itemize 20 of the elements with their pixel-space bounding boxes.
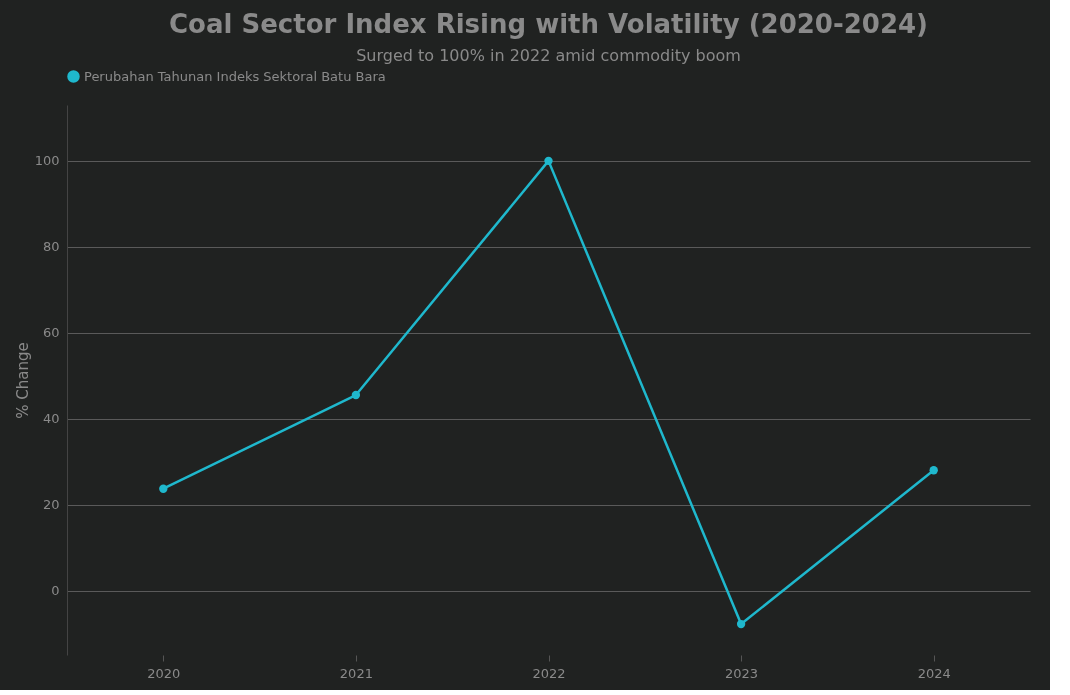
y-tick-label: 100 <box>34 153 60 169</box>
chart-title: Coal Sector Index Rising with Volatility (2020-2024) <box>169 9 928 39</box>
x-tick-label: 2023 <box>725 665 759 681</box>
x-tick-label: 2024 <box>917 665 951 681</box>
y-tick-label: 80 <box>42 239 60 255</box>
point <box>929 466 938 475</box>
y-tick-label: 20 <box>42 497 60 513</box>
point <box>159 484 168 493</box>
x-tick-label: 2022 <box>532 665 566 681</box>
y-tick-label: 0 <box>51 583 60 599</box>
y-axis-title: % Change <box>13 342 32 419</box>
chart-subtitle: Surged to 100% in 2022 amid commodity boom <box>356 46 741 65</box>
y-tick-label: 60 <box>42 325 60 341</box>
point <box>544 156 553 166</box>
legend-label: Perubahan Tahunan Indeks Sektoral Batu Bara <box>84 68 386 84</box>
x-tick-label: 2021 <box>339 665 373 681</box>
point <box>736 619 746 629</box>
point <box>351 390 361 400</box>
y-tick-label: 40 <box>42 411 60 427</box>
x-tick-label: 2020 <box>147 665 181 681</box>
